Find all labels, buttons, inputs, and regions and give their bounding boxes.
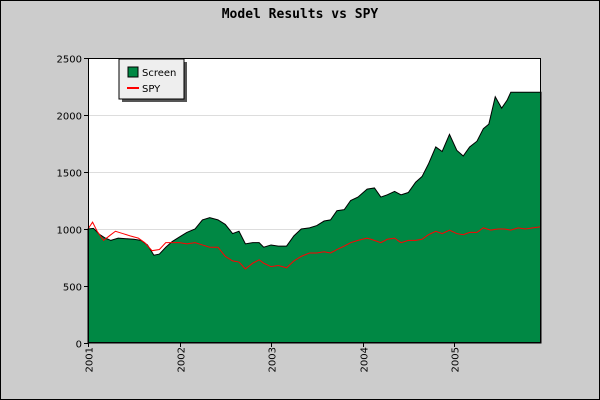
legend: Screen SPY	[118, 58, 187, 102]
x-tick-label: 2005	[451, 347, 462, 372]
series-area-screen	[87, 91, 542, 344]
axes: 0 500 1000 1500 2000 2500 2001 2002 2003 2004 2005	[57, 55, 462, 373]
series-line-spy	[87, 221, 542, 270]
y-tick-label: 1500	[57, 169, 82, 180]
x-tick-label: 2002	[177, 347, 188, 372]
y-tick-label: 500	[63, 283, 82, 294]
plot-border	[88, 58, 541, 343]
series-layer	[87, 91, 542, 344]
legend-label-spy: SPY	[142, 84, 161, 95]
x-tick-label: 2001	[85, 347, 96, 372]
chart-title: Model Results vs SPY	[222, 7, 379, 22]
legend-label-screen: Screen	[142, 68, 176, 79]
y-tick-label: 0	[76, 340, 82, 351]
x-tick-label: 2003	[268, 347, 279, 372]
legend-swatch-screen	[127, 66, 139, 78]
x-tick-label: 2004	[360, 347, 371, 372]
legend-box	[118, 58, 185, 100]
y-tick-label: 2000	[57, 112, 82, 123]
y-tick-label: 2500	[57, 55, 82, 66]
y-tick-label: 1000	[57, 226, 82, 237]
